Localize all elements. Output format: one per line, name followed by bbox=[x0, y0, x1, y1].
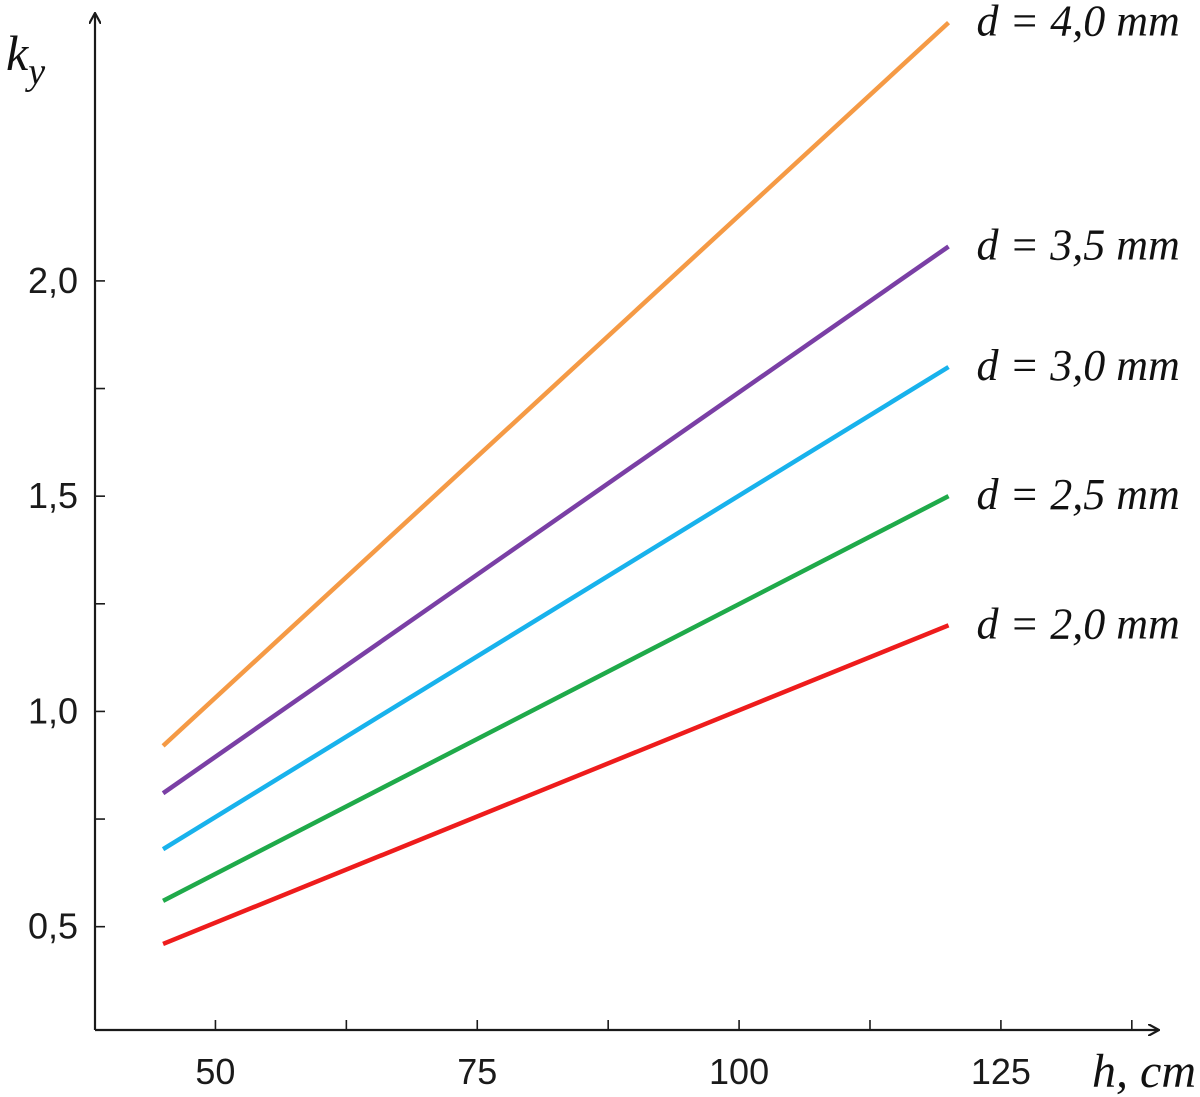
series-line-4 bbox=[161, 244, 950, 796]
x-tick-label: 100 bbox=[709, 1051, 769, 1092]
series-label-3: d = 3,0 mm bbox=[977, 341, 1180, 390]
y-tick-label: 2,0 bbox=[28, 260, 78, 301]
x-tick-label: 50 bbox=[195, 1051, 235, 1092]
x-tick-label: 125 bbox=[971, 1051, 1031, 1092]
y-axis-title-main: k bbox=[6, 25, 29, 81]
series-label-2: d = 2,5 mm bbox=[977, 470, 1180, 519]
y-ticks: 0,5 1,0 1,5 2,0 bbox=[28, 260, 105, 947]
y-tick-label: 0,5 bbox=[28, 906, 78, 947]
x-axis-title: h, cm bbox=[1092, 1045, 1196, 1097]
series-line-1 bbox=[162, 623, 950, 946]
series-line-2 bbox=[162, 494, 950, 903]
series-label-1: d = 2,0 mm bbox=[977, 599, 1180, 648]
y-tick-label: 1,5 bbox=[28, 475, 78, 516]
x-tick-label: 75 bbox=[457, 1051, 497, 1092]
series-label-5: d = 4,0 mm bbox=[977, 0, 1180, 46]
series-line-5 bbox=[161, 20, 951, 748]
y-axis-title-subscript: y bbox=[24, 51, 45, 93]
series-line-3 bbox=[161, 365, 950, 852]
y-tick-label: 1,0 bbox=[28, 690, 78, 731]
legend-labels: d = 2,0 mm d = 2,5 mm d = 3,0 mm d = 3,5 mm… bbox=[977, 0, 1180, 648]
y-axis-title: ky bbox=[6, 25, 45, 93]
series-lines bbox=[161, 20, 951, 946]
x-ticks: 50 75 100 125 bbox=[195, 1020, 1133, 1092]
series-label-4: d = 3,5 mm bbox=[977, 220, 1180, 269]
